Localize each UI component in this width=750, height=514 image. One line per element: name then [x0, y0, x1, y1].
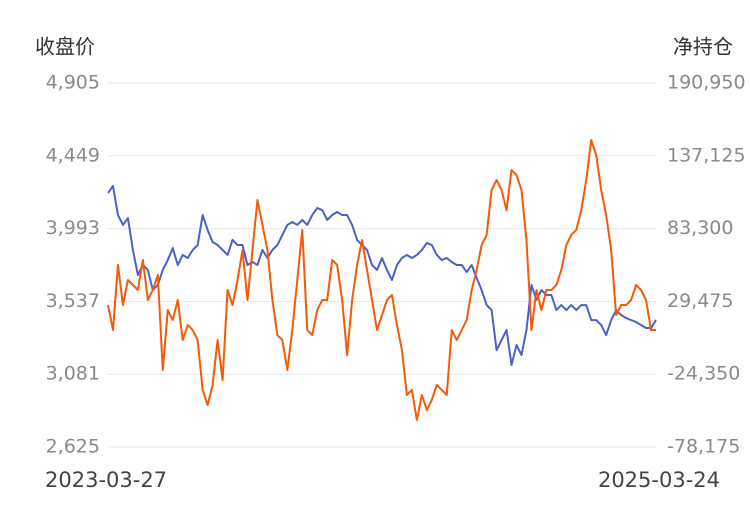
- y2-tick-label: -78,175: [667, 436, 740, 458]
- x-tick-label: 2025-03-24: [598, 468, 720, 492]
- y2-tick-label: 83,300: [667, 217, 733, 239]
- y-tick-label: 4,449: [46, 144, 100, 166]
- y2-tick-label: -24,350: [667, 363, 740, 385]
- y2-tick-label: 137,125: [667, 144, 746, 166]
- y2-tick-label: 190,950: [667, 72, 746, 94]
- y-tick-label: 3,537: [46, 290, 100, 312]
- series-line: [107, 184, 657, 366]
- y-axis-title: 收盘价: [35, 35, 95, 59]
- y-tick-label: 4,905: [46, 72, 100, 94]
- y-tick-label: 3,081: [46, 363, 100, 385]
- y-tick-label: 2,625: [46, 436, 100, 458]
- series-line: [107, 139, 656, 421]
- y2-tick-label: 29,475: [667, 290, 733, 312]
- x-tick-label: 2023-03-27: [45, 468, 167, 492]
- y2-axis-title: 净持仓: [673, 35, 733, 59]
- y-tick-label: 3,993: [46, 217, 100, 239]
